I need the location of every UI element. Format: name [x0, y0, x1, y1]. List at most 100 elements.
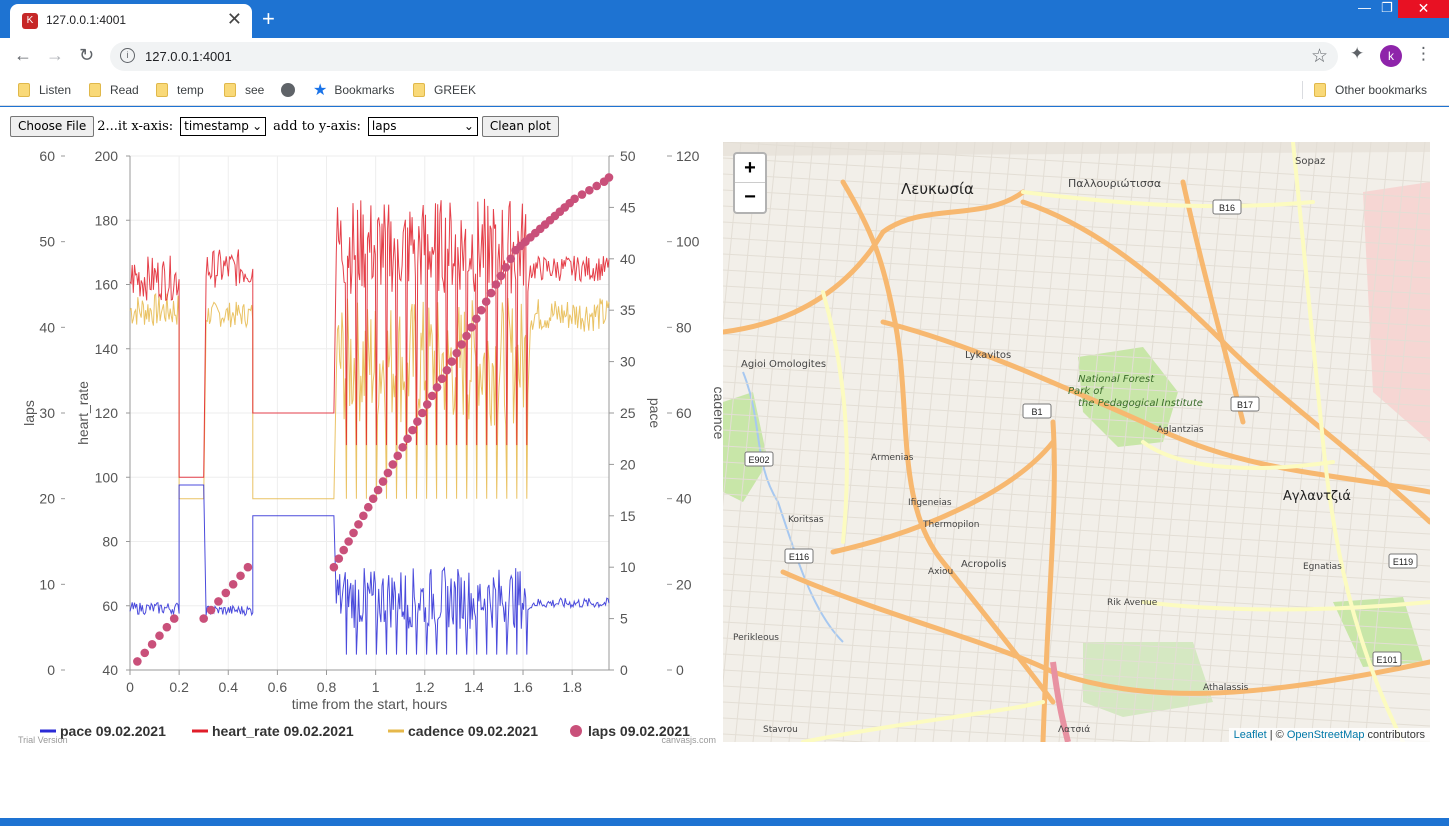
y-tick-label: 180 [95, 212, 119, 228]
clean-plot-button[interactable]: Clean plot [481, 115, 559, 137]
folder-icon [18, 83, 30, 97]
laps-point [481, 297, 491, 306]
laps-point [334, 554, 344, 563]
minimize-icon[interactable]: — [1358, 0, 1371, 15]
y-tick-label: 20 [39, 491, 55, 507]
osm-link[interactable]: OpenStreetMap [1286, 729, 1365, 741]
y-tick-label: 5 [620, 611, 628, 627]
laps-point [169, 614, 179, 623]
watermark-left: Trial Version [18, 735, 68, 745]
info-icon[interactable]: i [120, 48, 135, 63]
y-tick-label: 40 [39, 319, 55, 335]
y-tick-label: 100 [676, 234, 700, 250]
reload-icon[interactable]: ↻ [79, 45, 95, 65]
y-tick-label: 25 [620, 405, 636, 421]
laps-point [577, 190, 587, 199]
laps-point [383, 468, 393, 478]
laps-point [378, 477, 388, 486]
folder-icon [224, 83, 236, 97]
y-axis-select[interactable]: laps ⌄ [367, 116, 478, 136]
map-label: Koritsas [788, 515, 824, 525]
road-shield [1372, 651, 1402, 667]
heart-rate-line [129, 198, 610, 478]
laps-point [496, 271, 506, 281]
tab-close-icon[interactable]: ✕ [226, 9, 242, 29]
extensions-icon[interactable]: ✦ [1350, 44, 1365, 63]
bookmark-read[interactable]: Read [89, 81, 139, 99]
folder-icon [413, 83, 425, 97]
laps-point [393, 451, 403, 461]
map-tiles[interactable]: B16 B1 B17 E902 E116 E119 E101 Λευκωσία Παλλουρ… [723, 142, 1430, 742]
laps-point [476, 305, 486, 315]
bookmark-globe[interactable] [281, 81, 304, 99]
new-tab-button[interactable]: + [262, 6, 275, 31]
bookmark-listen[interactable]: Listen [18, 81, 71, 99]
leaflet-link[interactable]: Leaflet [1233, 729, 1267, 741]
y-axis-title: pace [647, 398, 663, 429]
laps-point [329, 562, 339, 572]
folder-icon [89, 83, 101, 97]
bookmark-see[interactable]: see [224, 81, 264, 99]
back-icon[interactable]: ← [14, 45, 32, 65]
avatar[interactable]: k [1380, 45, 1402, 67]
url-text[interactable]: 127.0.0.1:4001 [145, 49, 232, 64]
map-label: Agioi Omologites [741, 359, 826, 370]
laps-point [363, 502, 373, 512]
activity-chart: 0 0.2 0.4 0.6 0.8 1 1.2 1.4 1.6 1.8 time from the … [18, 148, 722, 745]
laps-point [462, 331, 471, 341]
y-tick-label: 10 [39, 576, 55, 592]
y-tick-label: 50 [620, 148, 636, 164]
map-label: Λατσιά [1058, 725, 1090, 735]
laps-point [403, 434, 412, 444]
maximize-icon[interactable]: ❐ [1381, 0, 1393, 15]
x-axis-select[interactable]: timestamp ⌄ [180, 116, 267, 136]
bookmark-star-icon[interactable]: ☆ [1310, 46, 1328, 67]
laps-point [418, 408, 427, 418]
y-tick-label: 40 [102, 662, 118, 678]
choose-file-button[interactable]: Choose File [10, 115, 95, 137]
bookmark-bookmarks[interactable]: ★ Bookmarks [313, 82, 395, 99]
chart-legend[interactable]: pace 09.02.2021 heart_rate 09.02.2021 cade… [40, 723, 690, 739]
chart-series [129, 198, 610, 655]
legend-marker [570, 725, 582, 737]
map-label: Perikleous [733, 633, 779, 643]
y-tick-label: 0 [47, 662, 55, 678]
map-label: Rik Avenue [1107, 598, 1158, 608]
bookmark-temp[interactable]: temp [156, 81, 204, 99]
y-tick-label: 40 [620, 251, 636, 267]
laps-point [243, 562, 253, 572]
bookmark-other[interactable]: Other bookmarks [1314, 81, 1427, 99]
star-icon: ★ [313, 82, 328, 99]
plot-controls: Choose File 2...it x-axis: timestamp ⌄ ad… [10, 115, 559, 137]
laps-point [501, 263, 511, 272]
folder-icon [156, 83, 168, 97]
laps-point [413, 417, 422, 426]
laps-point [592, 181, 602, 191]
road-shield-label: B16 [1219, 203, 1235, 213]
close-window-icon[interactable]: ✕ [1398, 0, 1449, 18]
laps-point [506, 254, 516, 264]
y-tick-label: 120 [95, 405, 119, 421]
road-shield-label: E119 [1393, 557, 1413, 567]
map-label: Sopaz [1295, 156, 1325, 167]
y-tick-label: 30 [39, 405, 55, 421]
laps-point [339, 545, 349, 555]
title-bar: K 127.0.0.1:4001 ✕ + — ❐ ✕ [0, 0, 1449, 38]
address-bar[interactable]: i 127.0.0.1:4001 ☆ [110, 42, 1338, 71]
zoom-in-button[interactable]: + [735, 154, 765, 183]
map-view[interactable]: B16 B1 B17 E902 E116 E119 E101 Λευκωσία Παλλουρ… [723, 142, 1430, 742]
forward-icon[interactable]: → [46, 45, 64, 65]
zoom-out-button[interactable]: − [744, 186, 756, 208]
laps-point [373, 485, 383, 495]
y-tick-label: 80 [676, 319, 692, 335]
map-label: Thermopilon [922, 520, 979, 530]
y-tick-label: 0 [620, 662, 628, 678]
bookmark-greek[interactable]: GREEK [413, 81, 476, 99]
menu-icon[interactable]: ⋮ [1415, 44, 1432, 63]
map-label: Armenias [871, 453, 914, 463]
laps-point [408, 425, 417, 435]
map-label: National Forest Park of the Pedagogical In… [1068, 374, 1203, 409]
x-tick-label: 1 [372, 679, 380, 695]
browser-tab[interactable]: K 127.0.0.1:4001 ✕ [10, 4, 252, 38]
